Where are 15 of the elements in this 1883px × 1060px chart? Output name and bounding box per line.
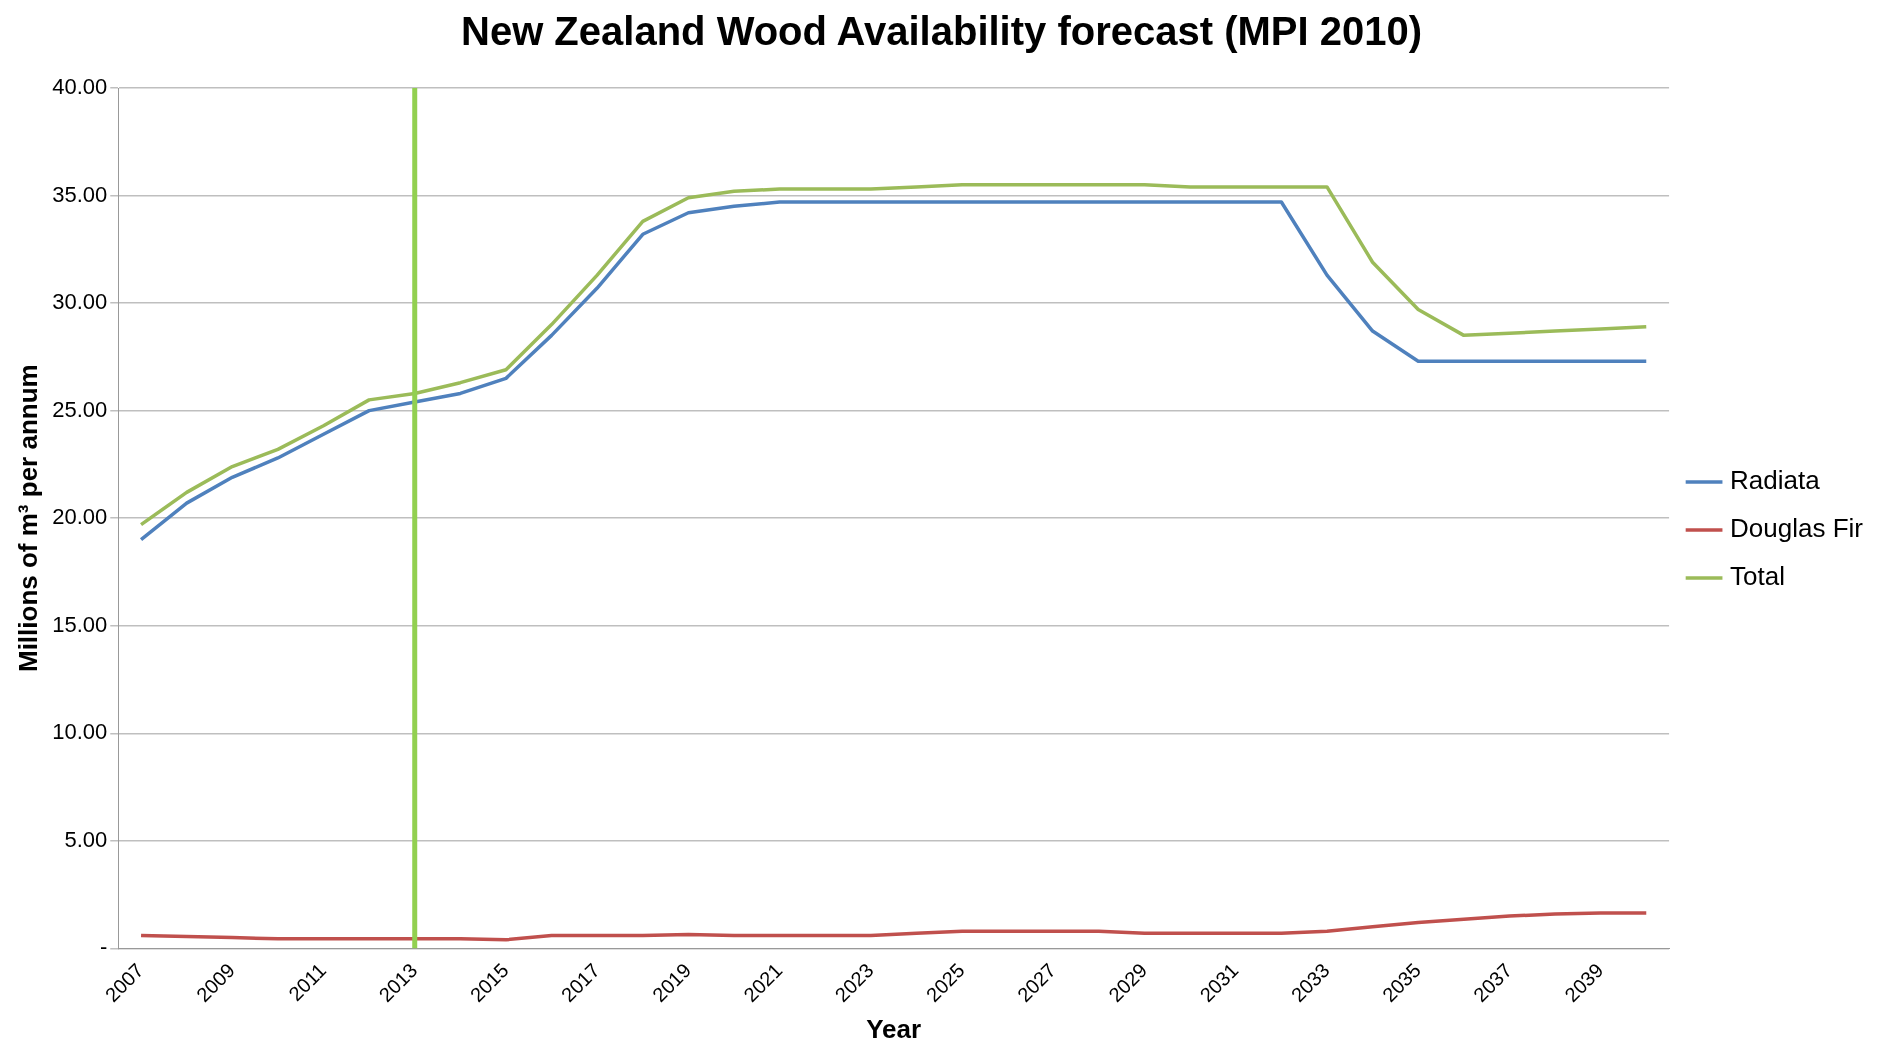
y-tick-label: 10.00 (52, 719, 108, 745)
y-tick-label: - (99, 934, 108, 960)
y-tick-label: 30.00 (52, 289, 108, 315)
chart-title: New Zealand Wood Availability forecast (MPI 2010) (461, 9, 1422, 54)
legend-label: Douglas Fir (1730, 513, 1864, 544)
y-axis-title: Millions of m³ per annum (12, 364, 43, 673)
y-tick-label: 40.00 (52, 74, 108, 100)
x-axis-title: Year (866, 1013, 922, 1044)
legend-label: Radiata (1730, 465, 1821, 496)
y-tick-label: 35.00 (52, 181, 108, 207)
y-tick-label: 15.00 (52, 611, 108, 637)
y-tick-label: 5.00 (64, 826, 108, 852)
y-tick-label: 20.00 (52, 504, 108, 530)
legend-label: Total (1730, 561, 1785, 592)
y-tick-label: 25.00 (52, 396, 108, 422)
